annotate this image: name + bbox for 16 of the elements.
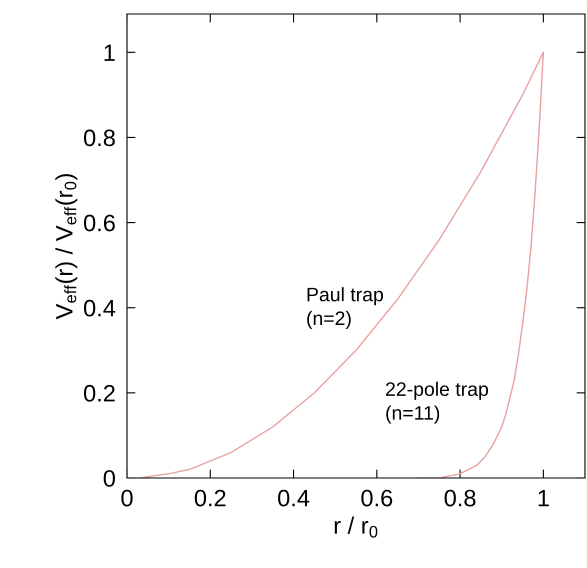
y-tick-label: 0.6 — [84, 214, 115, 232]
y-tick-label: 1 — [104, 44, 115, 61]
x-tick-label: 0.6 — [361, 490, 392, 506]
y-tick-label: 0.2 — [84, 384, 115, 402]
y-axis-title: V$_{eff}$(r) / V$_{eff}$(r$_{0}$) — [55, 174, 78, 320]
x-tick-label: 0.4 — [278, 490, 310, 506]
x-tick-label: 0.8 — [444, 490, 476, 506]
x-tick-label: 0.2 — [194, 490, 226, 506]
y-tick-label: 0.4 — [84, 300, 116, 317]
x-axis-title: r / r$_{0}$ — [334, 516, 378, 538]
x-tick-label: 1 — [538, 490, 549, 506]
series-label: Paul trap (n=2) — [307, 287, 383, 330]
y-tick-label: 0 — [104, 470, 115, 487]
x-tick-label: 0 — [121, 490, 133, 506]
y-tick-label: 0.8 — [84, 130, 115, 146]
series-label: 22-pole trap (n=11) — [386, 382, 488, 424]
